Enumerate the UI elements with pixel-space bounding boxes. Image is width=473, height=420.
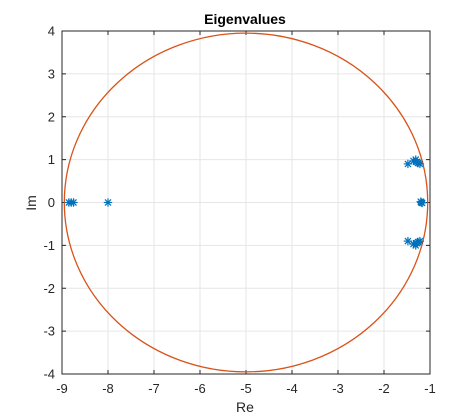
eigenvalue-point	[415, 159, 425, 169]
y-tick-label: -1	[43, 238, 55, 253]
x-tick-label: -5	[240, 381, 252, 396]
y-tick-label: -2	[43, 281, 55, 296]
x-axis-label: Re	[236, 399, 254, 415]
y-tick-label: 3	[48, 66, 55, 81]
y-axis-label: Im	[23, 195, 39, 211]
x-tick-label: -6	[194, 381, 206, 396]
stability-circle	[63, 32, 429, 373]
eigenvalue-point	[103, 198, 113, 207]
x-tick-label: -9	[56, 381, 68, 396]
eigenvalue-point	[417, 198, 427, 208]
eigenvalue-point	[69, 198, 78, 207]
y-tick-label: 1	[48, 152, 55, 167]
y-tick-label: 2	[48, 109, 55, 124]
x-tick-label: -3	[332, 381, 344, 396]
y-tick-label: 4	[48, 24, 55, 39]
x-tick-label: -2	[378, 381, 390, 396]
x-tick-label: -4	[286, 381, 298, 396]
y-tick-labels: 4 3 2 1 0 -1 -2 -3 -4	[43, 24, 55, 382]
eigenvalue-point	[403, 159, 413, 169]
eigenvalue-point	[415, 236, 425, 246]
x-tick-label: -1	[424, 381, 436, 396]
x-tick-label: -7	[148, 381, 160, 396]
chart-title: Eigenvalues	[204, 11, 286, 27]
x-tick-labels: -9 -8 -7 -6 -5 -4 -3 -2 -1	[56, 381, 436, 396]
y-tick-label: -4	[43, 367, 55, 382]
x-tick-label: -8	[102, 381, 114, 396]
y-tick-label: 0	[48, 195, 55, 210]
y-tick-label: -3	[43, 324, 55, 339]
eigenvalue-markers	[64, 155, 427, 250]
